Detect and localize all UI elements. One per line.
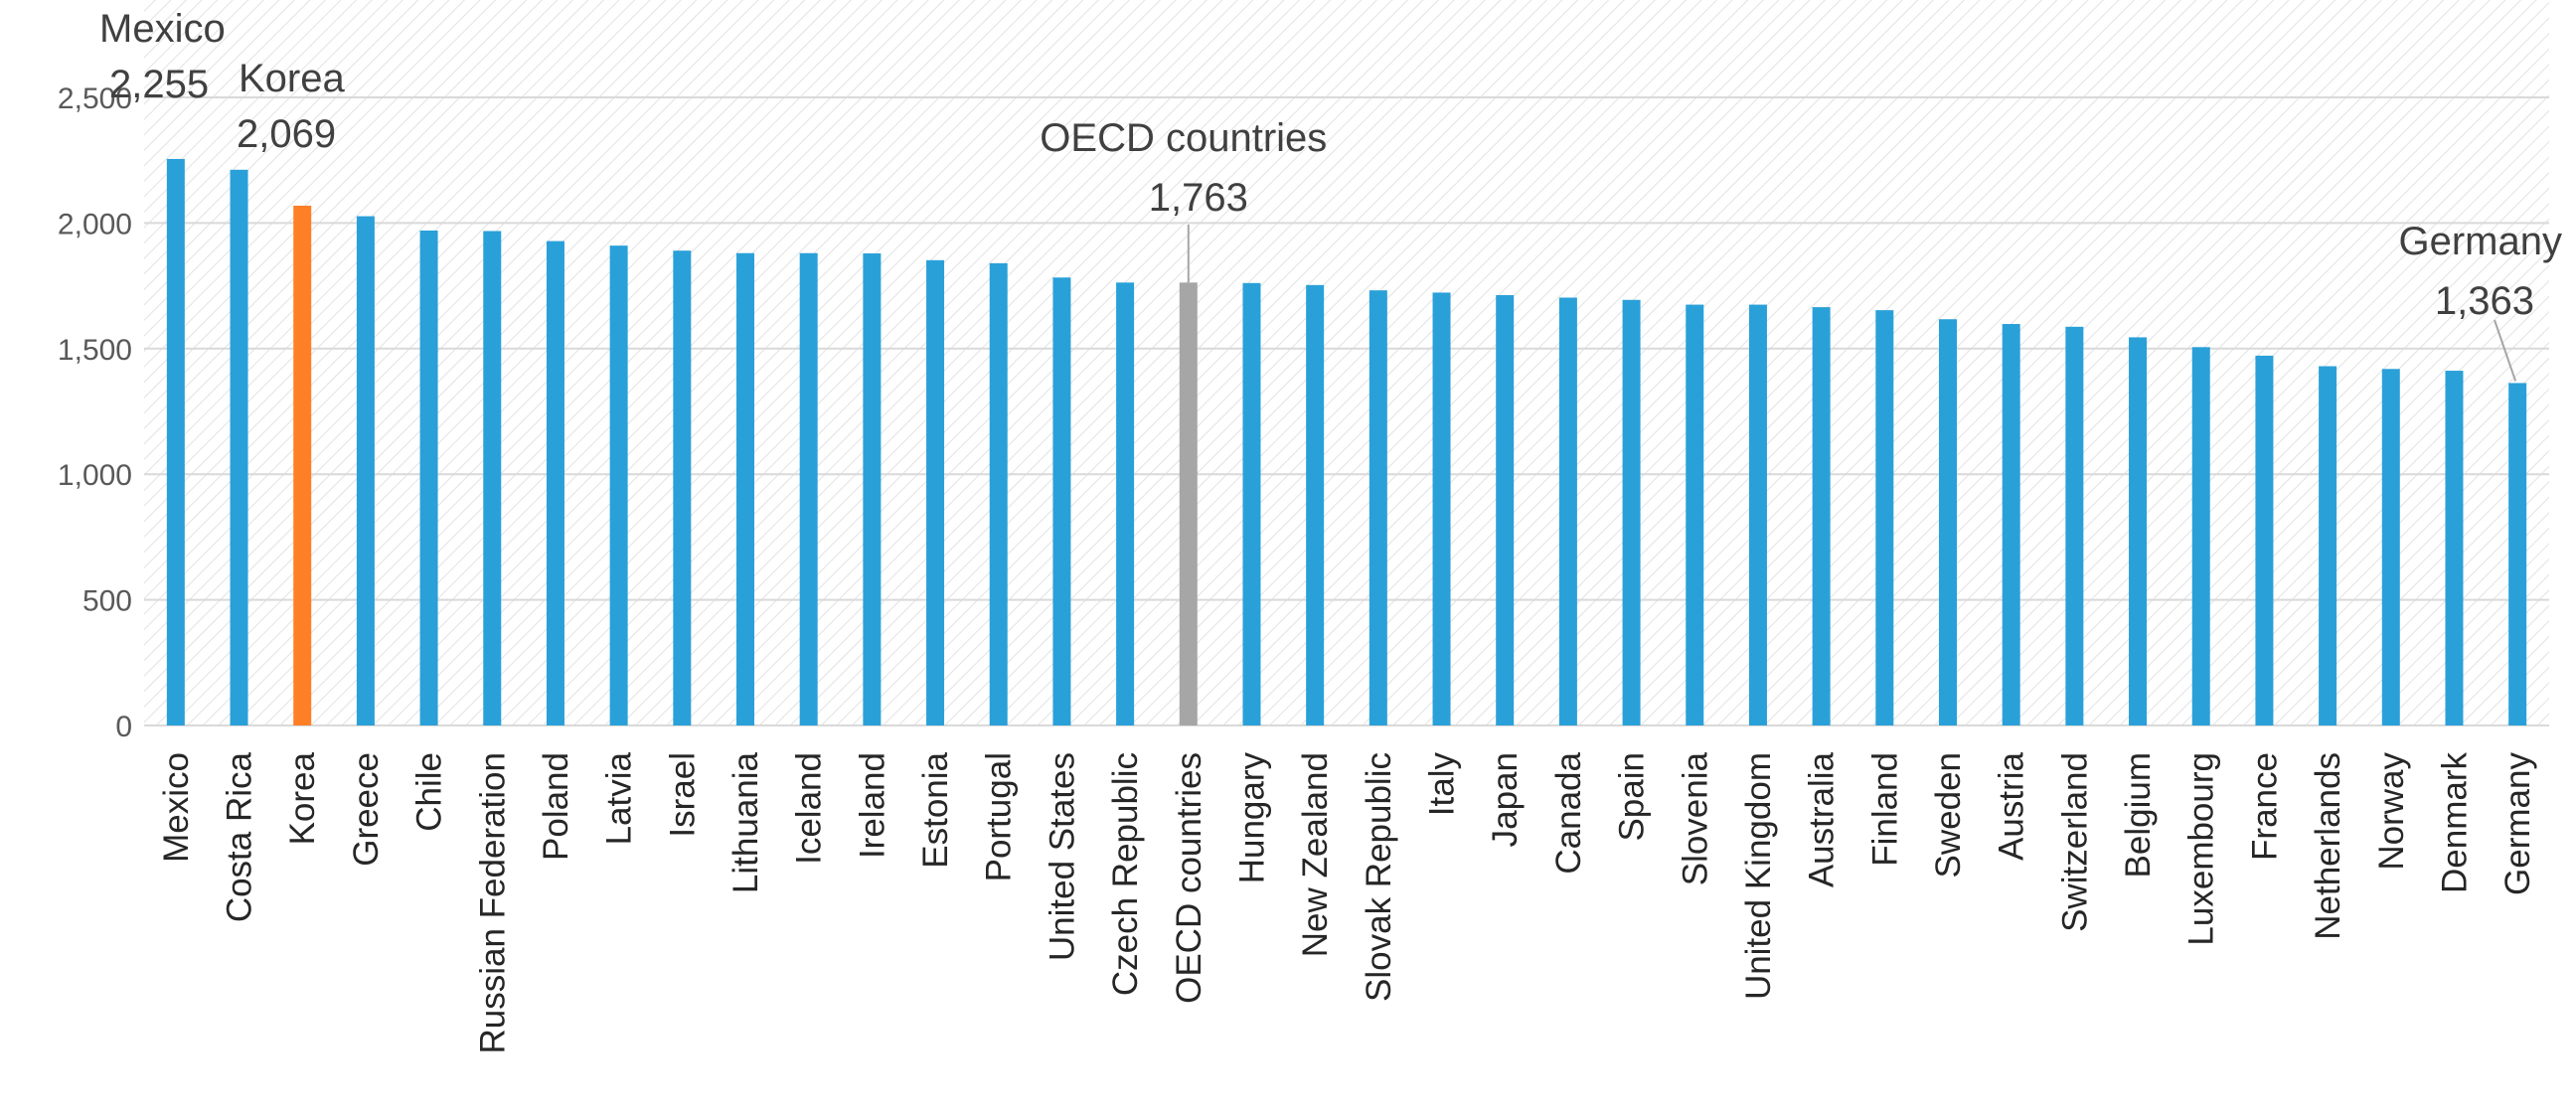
annotation-value: 1,363: [2435, 279, 2534, 323]
x-tick-label: United Kingdom: [1739, 752, 1778, 1000]
bar: [1686, 304, 1704, 725]
bars: [166, 158, 2527, 726]
bar: [419, 230, 438, 725]
bar: [2065, 326, 2084, 725]
x-tick-label: Slovenia: [1676, 751, 1714, 885]
bar: [799, 252, 818, 725]
bar: [2381, 369, 2400, 725]
x-tick-label: Slovak Republic: [1360, 752, 1398, 1002]
bar: [2319, 366, 2337, 725]
annotation-value: 1,763: [1149, 176, 1248, 220]
bar: [1812, 307, 1831, 725]
x-tick-label: Lithuania: [726, 751, 765, 893]
y-tick-label: 500: [82, 585, 132, 618]
x-tick-label: Netherlands: [2309, 752, 2347, 940]
x-tick-label: Italy: [1423, 752, 1462, 817]
y-tick-label: 0: [115, 711, 132, 743]
bar: [230, 169, 248, 725]
annotation-value: 2,255: [109, 63, 209, 106]
bar: [1622, 299, 1641, 725]
bar: [1242, 282, 1261, 725]
x-tick-label: Hungary: [1232, 752, 1271, 884]
annotations: Mexico 2,255 Korea 2,069 OECD countries 1,763…: [99, 7, 2563, 382]
x-tick-label: Korea: [283, 751, 322, 845]
bar: [1748, 304, 1767, 725]
x-tick-label: Switzerland: [2055, 752, 2094, 932]
bar: [1306, 284, 1325, 725]
x-tick-label: Japan: [1486, 752, 1525, 847]
x-tick-label: United States: [1043, 752, 1081, 961]
bar: [2129, 337, 2148, 725]
bar: [2002, 324, 2020, 725]
y-tick-label: 1,000: [58, 459, 132, 492]
x-tick-label: Chile: [410, 752, 449, 832]
x-tick-label: Sweden: [1929, 752, 1968, 878]
gridlines: [144, 96, 2549, 726]
x-tick-label: Costa Rica: [221, 751, 259, 922]
x-tick-label: Poland: [537, 752, 575, 861]
x-tick-label: Mexico: [157, 752, 196, 863]
x-tick-label: Canada: [1549, 751, 1588, 874]
x-tick-label: Norway: [2372, 752, 2411, 871]
x-tick-label: Finland: [1865, 752, 1904, 867]
x-tick-label: Czech Republic: [1106, 752, 1145, 996]
x-tick-label: Spain: [1613, 752, 1652, 842]
x-tick-label: OECD countries: [1170, 752, 1208, 1004]
x-tick-label: Luxembourg: [2182, 752, 2221, 946]
annotation-label: Germany: [2399, 220, 2563, 263]
y-tick-label: 2,000: [58, 208, 132, 240]
bar: [863, 252, 882, 725]
bar: [2508, 383, 2527, 725]
annotation-label: OECD countries: [1040, 116, 1327, 160]
x-tick-label: New Zealand: [1296, 752, 1335, 957]
bar: [1179, 282, 1198, 725]
annotation-label: Mexico: [99, 7, 226, 51]
x-tick-label: Iceland: [790, 752, 829, 865]
x-tick-label: Germany: [2498, 752, 2537, 895]
x-tick-label: Russian Federation: [473, 752, 512, 1054]
x-tick-label: Denmark: [2435, 752, 2474, 893]
plot-area-background: [144, 0, 2549, 725]
bar: [1368, 290, 1387, 725]
y-tick-label: 2,500: [58, 82, 132, 115]
x-tick-label: Portugal: [980, 752, 1019, 881]
x-tick-label: Ireland: [853, 752, 891, 859]
bar: [673, 250, 692, 725]
bar: [1939, 319, 1957, 725]
bar: [609, 245, 628, 726]
bar: [2255, 355, 2274, 725]
annotation-value: 2,069: [237, 112, 336, 156]
bar: [989, 262, 1008, 725]
x-axis-labels: Mexico Costa Rica Korea Greece Chile Russian …: [157, 751, 2537, 1053]
x-tick-label: Belgium: [2119, 752, 2158, 878]
bar: [166, 158, 185, 725]
x-tick-label: Israel: [663, 752, 702, 838]
bar: [356, 216, 375, 725]
bar: [2191, 347, 2210, 725]
bar: [1875, 310, 1894, 725]
y-tick-label: 1,500: [58, 334, 132, 367]
bar: [1116, 282, 1135, 725]
x-tick-label: Greece: [347, 752, 386, 867]
bar: [736, 252, 754, 725]
x-tick-label: France: [2245, 752, 2284, 861]
bar: [1432, 292, 1451, 725]
annotation-label: Korea: [239, 57, 345, 100]
x-tick-label: Estonia: [916, 751, 955, 868]
bar: [293, 205, 312, 726]
x-tick-label: Australia: [1803, 751, 1842, 887]
bar: [2445, 371, 2464, 725]
leader-line: [2494, 319, 2517, 382]
x-tick-label: Austria: [1993, 751, 2031, 860]
bar: [483, 231, 502, 725]
x-tick-label: Latvia: [600, 751, 639, 845]
y-axis: 0 500 1,000 1,500 2,000 2,500: [58, 82, 132, 743]
bar: [546, 240, 564, 725]
bar: [1558, 297, 1577, 725]
bar: [1496, 294, 1515, 725]
bar: [1052, 277, 1071, 725]
bar: [926, 259, 945, 725]
